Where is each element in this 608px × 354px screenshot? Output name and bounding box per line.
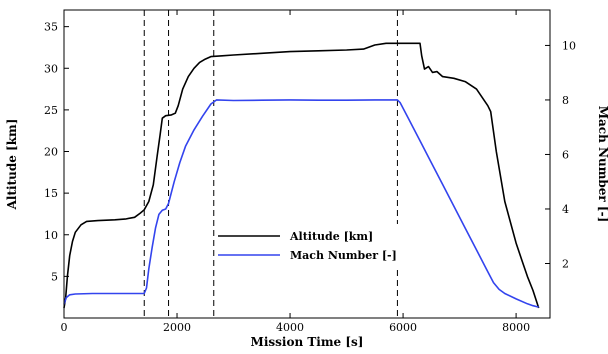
marker-lines: [143, 10, 398, 318]
y-right-tick-label: 10: [562, 39, 576, 52]
altitude-line: [63, 42, 540, 309]
ticks: 0 2000 4000 6000 8000 5 10 15 20 25 30 35 2 4 6 8 10: [44, 10, 576, 334]
x-tick-label: 8000: [502, 321, 530, 334]
x-tick-label: 2000: [163, 321, 191, 334]
y-right-tick-label: 8: [562, 94, 569, 107]
x-axis-title: Mission Time [s]: [251, 335, 364, 349]
x-tick-label: 4000: [276, 321, 304, 334]
x-tick-label: 6000: [389, 321, 417, 334]
y-right-tick-label: 2: [562, 257, 569, 270]
y-left-tick-label: 10: [44, 229, 58, 242]
plot-frame: [63, 9, 551, 319]
legend: Altitude [km] Mach Number [-]: [216, 224, 402, 266]
legend-background: [216, 224, 402, 266]
y-right-tick-label: 4: [562, 203, 569, 216]
y-left-tick-label: 20: [44, 146, 58, 159]
x-tick-label: 0: [61, 321, 68, 334]
y-left-tick-label: 35: [44, 21, 58, 34]
y-left-tick-label: 15: [44, 187, 58, 200]
y-axis-right-title: Mach Number [-]: [596, 106, 608, 223]
y-left-tick-label: 25: [44, 104, 58, 117]
mach-number-line: [63, 99, 539, 308]
y-right-tick-label: 6: [562, 148, 569, 161]
y-left-tick-label: 30: [44, 62, 58, 75]
legend-label-altitude: Altitude [km]: [289, 230, 373, 243]
series-lines: [63, 42, 540, 309]
y-axis-left-title: Altitude [km]: [5, 119, 19, 211]
y-left-tick-label: 5: [51, 270, 58, 283]
legend-label-mach: Mach Number [-]: [290, 249, 397, 262]
